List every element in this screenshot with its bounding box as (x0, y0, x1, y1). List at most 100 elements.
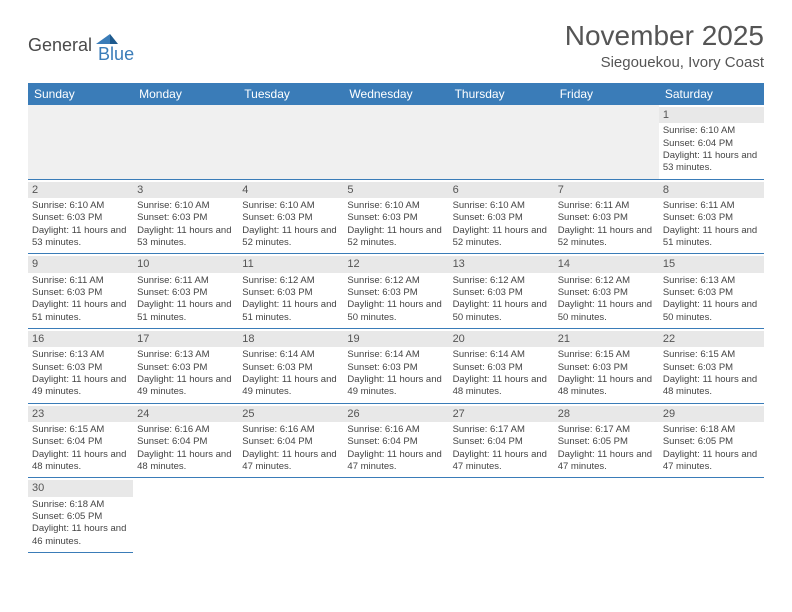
day-number: 10 (133, 256, 238, 272)
calendar-week-row: 30Sunrise: 6:18 AMSunset: 6:05 PMDayligh… (28, 478, 764, 553)
sunrise-line: Sunrise: 6:13 AM (137, 349, 234, 361)
day-number: 5 (343, 182, 448, 198)
sunrise-line: Sunrise: 6:10 AM (347, 200, 444, 212)
calendar-cell: 18Sunrise: 6:14 AMSunset: 6:03 PMDayligh… (238, 329, 343, 404)
sunset-line: Sunset: 6:03 PM (242, 212, 339, 224)
calendar-cell: 4Sunrise: 6:10 AMSunset: 6:03 PMDaylight… (238, 179, 343, 254)
calendar-cell: 1Sunrise: 6:10 AMSunset: 6:04 PMDaylight… (659, 105, 764, 179)
calendar-cell: 24Sunrise: 6:16 AMSunset: 6:04 PMDayligh… (133, 403, 238, 478)
sunrise-line: Sunrise: 6:18 AM (663, 424, 760, 436)
daylight-line: Daylight: 11 hours and 49 minutes. (242, 374, 339, 399)
sunrise-line: Sunrise: 6:16 AM (242, 424, 339, 436)
daylight-line: Daylight: 11 hours and 51 minutes. (32, 299, 129, 324)
daylight-line: Daylight: 11 hours and 53 minutes. (663, 150, 760, 175)
sunrise-line: Sunrise: 6:17 AM (453, 424, 550, 436)
daylight-line: Daylight: 11 hours and 49 minutes. (137, 374, 234, 399)
day-number: 17 (133, 331, 238, 347)
sunrise-line: Sunrise: 6:10 AM (242, 200, 339, 212)
calendar-cell: 8Sunrise: 6:11 AMSunset: 6:03 PMDaylight… (659, 179, 764, 254)
day-number: 27 (449, 406, 554, 422)
day-number: 28 (554, 406, 659, 422)
sunrise-line: Sunrise: 6:13 AM (32, 349, 129, 361)
sunrise-line: Sunrise: 6:17 AM (558, 424, 655, 436)
daylight-line: Daylight: 11 hours and 50 minutes. (347, 299, 444, 324)
daylight-line: Daylight: 11 hours and 53 minutes. (137, 225, 234, 250)
daylight-line: Daylight: 11 hours and 46 minutes. (32, 523, 129, 548)
sunset-line: Sunset: 6:05 PM (558, 436, 655, 448)
day-number: 22 (659, 331, 764, 347)
day-number: 13 (449, 256, 554, 272)
day-header: Wednesday (343, 83, 448, 105)
calendar-cell: 14Sunrise: 6:12 AMSunset: 6:03 PMDayligh… (554, 254, 659, 329)
day-number: 24 (133, 406, 238, 422)
day-number: 6 (449, 182, 554, 198)
sunset-line: Sunset: 6:03 PM (558, 212, 655, 224)
sunset-line: Sunset: 6:03 PM (453, 362, 550, 374)
daylight-line: Daylight: 11 hours and 51 minutes. (242, 299, 339, 324)
sunrise-line: Sunrise: 6:14 AM (242, 349, 339, 361)
calendar-cell: 27Sunrise: 6:17 AMSunset: 6:04 PMDayligh… (449, 403, 554, 478)
calendar-cell (449, 105, 554, 179)
sunrise-line: Sunrise: 6:12 AM (242, 275, 339, 287)
sunrise-line: Sunrise: 6:15 AM (32, 424, 129, 436)
sunset-line: Sunset: 6:05 PM (663, 436, 760, 448)
sunrise-line: Sunrise: 6:11 AM (663, 200, 760, 212)
day-number: 11 (238, 256, 343, 272)
calendar-week-row: 9Sunrise: 6:11 AMSunset: 6:03 PMDaylight… (28, 254, 764, 329)
sunset-line: Sunset: 6:03 PM (453, 212, 550, 224)
calendar-cell: 30Sunrise: 6:18 AMSunset: 6:05 PMDayligh… (28, 478, 133, 553)
day-number: 3 (133, 182, 238, 198)
sunrise-line: Sunrise: 6:10 AM (663, 125, 760, 137)
daylight-line: Daylight: 11 hours and 53 minutes. (32, 225, 129, 250)
calendar-cell: 3Sunrise: 6:10 AMSunset: 6:03 PMDaylight… (133, 179, 238, 254)
sunrise-line: Sunrise: 6:12 AM (558, 275, 655, 287)
daylight-line: Daylight: 11 hours and 47 minutes. (558, 449, 655, 474)
calendar-cell: 7Sunrise: 6:11 AMSunset: 6:03 PMDaylight… (554, 179, 659, 254)
calendar-cell: 22Sunrise: 6:15 AMSunset: 6:03 PMDayligh… (659, 329, 764, 404)
day-header: Thursday (449, 83, 554, 105)
day-number: 12 (343, 256, 448, 272)
sunset-line: Sunset: 6:04 PM (32, 436, 129, 448)
calendar-week-row: 2Sunrise: 6:10 AMSunset: 6:03 PMDaylight… (28, 179, 764, 254)
sunrise-line: Sunrise: 6:18 AM (32, 499, 129, 511)
day-number: 29 (659, 406, 764, 422)
calendar-cell: 28 Sunrise: 6:17 AMSunset: 6:05 PMDayligh… (554, 403, 659, 478)
day-number: 21 (554, 331, 659, 347)
day-number: 19 (343, 331, 448, 347)
month-title: November 2025 (565, 20, 764, 52)
calendar-cell (659, 478, 764, 553)
sunrise-line: Sunrise: 6:16 AM (137, 424, 234, 436)
sunset-line: Sunset: 6:05 PM (32, 511, 129, 523)
logo-text-blue: Blue (98, 44, 134, 65)
sunrise-line: Sunrise: 6:10 AM (137, 200, 234, 212)
daylight-line: Daylight: 11 hours and 48 minutes. (137, 449, 234, 474)
sunset-line: Sunset: 6:03 PM (558, 287, 655, 299)
daylight-line: Daylight: 11 hours and 50 minutes. (558, 299, 655, 324)
calendar-cell: 19Sunrise: 6:14 AMSunset: 6:03 PMDayligh… (343, 329, 448, 404)
calendar-cell (343, 105, 448, 179)
location: Siegouekou, Ivory Coast (565, 54, 764, 71)
sunset-line: Sunset: 6:03 PM (347, 362, 444, 374)
daylight-line: Daylight: 11 hours and 47 minutes. (663, 449, 760, 474)
daylight-line: Daylight: 11 hours and 49 minutes. (32, 374, 129, 399)
daylight-line: Daylight: 11 hours and 50 minutes. (453, 299, 550, 324)
day-number: 7 (554, 182, 659, 198)
sunset-line: Sunset: 6:03 PM (347, 287, 444, 299)
sunrise-line: Sunrise: 6:11 AM (137, 275, 234, 287)
day-number: 20 (449, 331, 554, 347)
calendar-cell (343, 478, 448, 553)
sunset-line: Sunset: 6:03 PM (32, 212, 129, 224)
sunset-line: Sunset: 6:03 PM (663, 362, 760, 374)
sunset-line: Sunset: 6:03 PM (32, 287, 129, 299)
calendar-cell (554, 105, 659, 179)
sunset-line: Sunset: 6:03 PM (242, 287, 339, 299)
sunrise-line: Sunrise: 6:10 AM (32, 200, 129, 212)
calendar-cell: 23Sunrise: 6:15 AMSunset: 6:04 PMDayligh… (28, 403, 133, 478)
calendar-cell (133, 478, 238, 553)
calendar-cell (28, 105, 133, 179)
sunrise-line: Sunrise: 6:16 AM (347, 424, 444, 436)
calendar-cell: 26Sunrise: 6:16 AMSunset: 6:04 PMDayligh… (343, 403, 448, 478)
daylight-line: Daylight: 11 hours and 52 minutes. (347, 225, 444, 250)
day-number: 8 (659, 182, 764, 198)
daylight-line: Daylight: 11 hours and 52 minutes. (453, 225, 550, 250)
